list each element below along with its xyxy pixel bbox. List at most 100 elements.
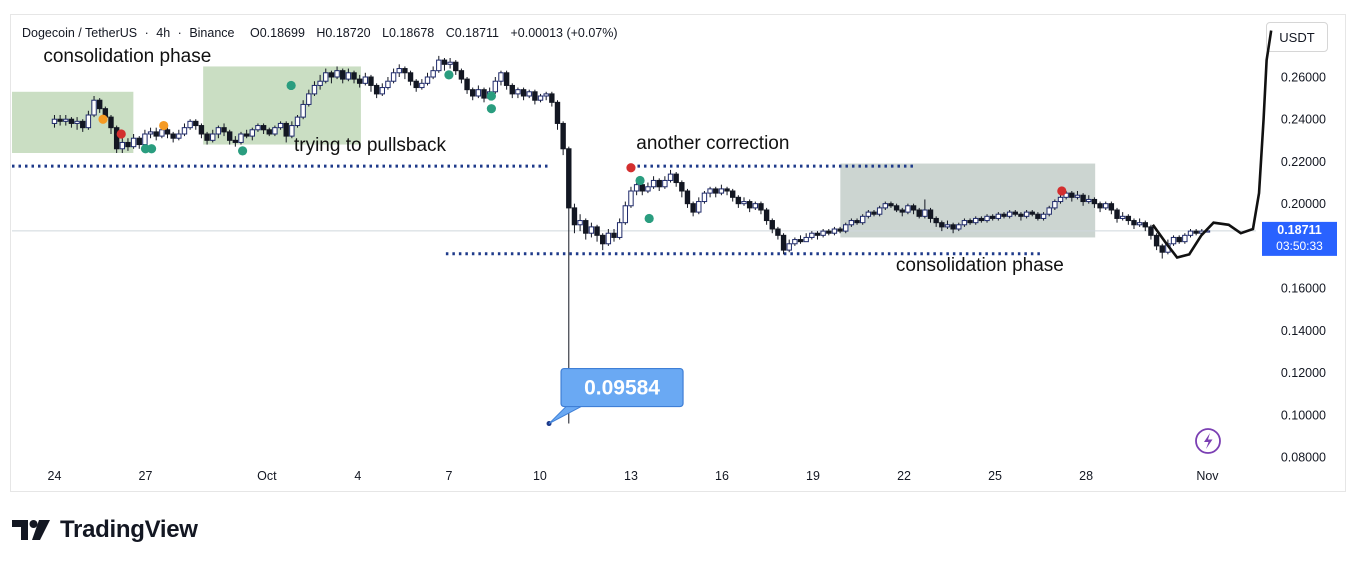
candle-body: [113, 127, 120, 150]
candle: [390, 68, 397, 84]
candle: [888, 201, 894, 208]
price-chart[interactable]: consolidation phase trying to pullsback an…: [0, 0, 1366, 500]
candle-body: [396, 68, 402, 74]
candle-body: [1046, 207, 1052, 215]
candle: [215, 125, 222, 139]
candle: [927, 207, 934, 223]
candle-body: [232, 139, 239, 143]
candle: [837, 226, 843, 234]
candle: [1119, 212, 1126, 221]
interval[interactable]: 4h: [156, 26, 171, 40]
candle-body: [978, 217, 985, 222]
candle: [673, 172, 679, 187]
x-tick-label: 24: [48, 469, 62, 483]
candle: [650, 176, 657, 189]
candle: [1001, 212, 1007, 219]
candle: [537, 93, 544, 103]
candle: [554, 100, 561, 130]
signal-marker: [486, 104, 496, 114]
candle: [662, 176, 668, 189]
candle-body: [922, 209, 928, 217]
currency-button[interactable]: USDT: [1266, 22, 1328, 52]
candle: [831, 226, 838, 236]
candle-body: [905, 205, 911, 213]
annotation-label: consolidation phase: [896, 255, 1064, 276]
candle-body: [876, 207, 883, 215]
candle-body: [311, 84, 318, 95]
candle-body: [1057, 196, 1064, 203]
candle-body: [368, 76, 374, 86]
candle: [588, 222, 595, 238]
candle: [656, 178, 662, 191]
candle: [345, 68, 352, 82]
candle: [125, 138, 131, 151]
candle-body: [96, 99, 103, 110]
candle-body: [226, 131, 233, 141]
tradingview-brand[interactable]: TradingView: [12, 516, 198, 544]
candle-body: [419, 82, 425, 89]
candle: [255, 123, 261, 132]
candle: [583, 218, 589, 240]
candle-body: [68, 118, 75, 124]
candle: [1074, 191, 1081, 200]
replay-icon[interactable]: [1195, 428, 1221, 454]
candle: [1170, 235, 1177, 246]
candle-body: [628, 190, 634, 207]
candle-body: [752, 203, 759, 209]
candle-body: [899, 209, 905, 213]
candle-body: [718, 188, 725, 194]
candle-body: [616, 222, 623, 238]
candle-body: [356, 78, 363, 84]
candle-body: [1193, 230, 1199, 234]
candle: [447, 58, 453, 69]
candle-body: [277, 122, 284, 129]
candle-body: [741, 201, 747, 205]
candle-body: [854, 220, 860, 224]
candle-body: [498, 72, 504, 82]
candle: [577, 214, 583, 232]
candle-body: [662, 179, 668, 188]
candle: [882, 201, 888, 210]
candle: [1182, 233, 1188, 244]
candle: [475, 85, 482, 99]
x-axis: 24 27 Oct 4 7 10 13 16 19 22 25 28 Nov: [48, 469, 1220, 483]
candle: [746, 199, 753, 213]
candle-body: [888, 203, 894, 207]
annotation-label: another correction: [636, 133, 789, 154]
candle-body: [464, 78, 470, 91]
candle-body: [554, 101, 561, 124]
y-tick-label: 0.14000: [1281, 324, 1326, 338]
candle: [441, 58, 448, 71]
candle-body: [306, 93, 312, 105]
candle: [973, 216, 979, 225]
candle-body: [1063, 192, 1069, 198]
candle-body: [1086, 198, 1092, 203]
candle: [436, 55, 442, 73]
candle: [735, 195, 742, 208]
candle: [809, 231, 815, 240]
candle-body: [537, 95, 544, 101]
candle: [238, 131, 244, 145]
symbol-name[interactable]: Dogecoin / TetherUS: [22, 26, 138, 40]
candle-body: [515, 89, 521, 95]
candle: [430, 66, 436, 80]
candle-body: [130, 137, 137, 148]
candle-body: [80, 120, 86, 129]
candle-body: [294, 116, 301, 127]
y-tick-label: 0.24000: [1281, 113, 1326, 127]
candle: [679, 180, 685, 198]
candle-body: [1176, 236, 1182, 243]
y-tick-label: 0.26000: [1281, 71, 1326, 85]
candle: [1103, 201, 1109, 210]
candle-body: [826, 230, 832, 234]
candle-body: [328, 72, 335, 78]
close-value: C0.18711: [445, 26, 500, 40]
candle: [549, 91, 555, 107]
candle-body: [136, 137, 142, 146]
candle-body: [814, 232, 821, 236]
candle-body: [667, 173, 674, 181]
candle: [1131, 218, 1137, 229]
candle-body: [679, 182, 685, 192]
candle-body: [843, 224, 849, 232]
candle: [385, 77, 391, 90]
